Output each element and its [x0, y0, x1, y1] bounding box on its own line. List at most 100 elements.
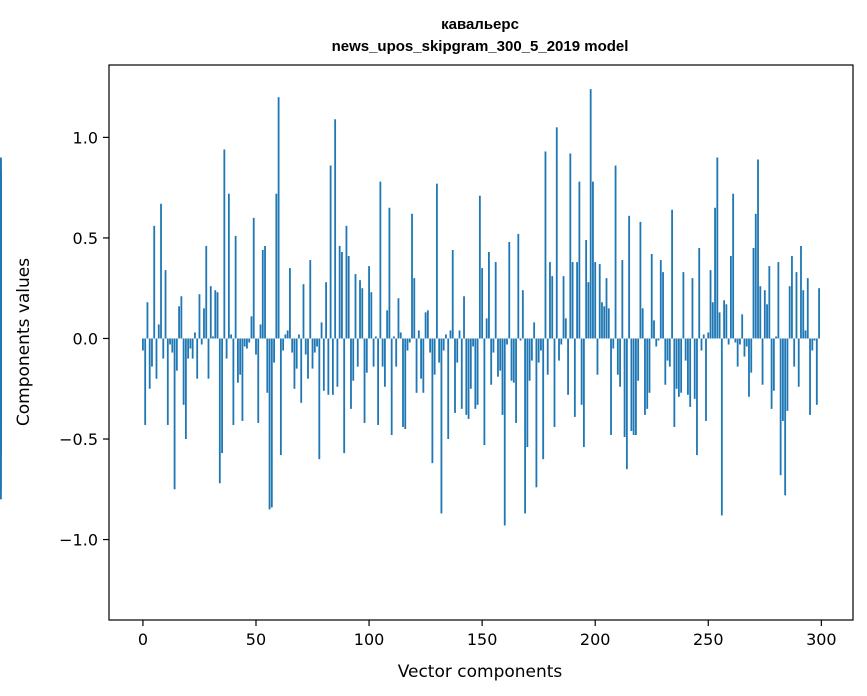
y-tick-label: 0.5	[73, 229, 98, 248]
bar-28	[205, 245, 208, 339]
bar-16	[178, 306, 181, 339]
bar-244	[693, 338, 696, 399]
bar-248	[702, 334, 705, 339]
bar-49	[252, 217, 255, 339]
y-tick-label: −0.5	[59, 430, 98, 449]
bar-17	[180, 296, 183, 339]
bar-71	[302, 284, 305, 339]
bar-175	[537, 338, 540, 363]
chart-title: кавальерс	[441, 16, 519, 33]
bar-67	[293, 338, 296, 389]
plot-frame	[108, 64, 854, 621]
bar-223	[646, 338, 649, 409]
bar-265	[741, 314, 744, 339]
bar-136	[449, 330, 452, 339]
bar-295	[809, 338, 811, 415]
bar-138	[454, 338, 456, 413]
y-tick-label: 0.0	[73, 329, 98, 348]
bar-97	[361, 288, 364, 339]
bar-141	[460, 338, 463, 409]
bar-125	[424, 312, 427, 339]
bar-278	[770, 338, 773, 409]
bar-179	[546, 338, 549, 375]
bar-177	[542, 338, 545, 460]
bar-253	[714, 207, 716, 339]
bar-172	[530, 338, 533, 361]
bar-270	[752, 247, 755, 339]
bar-217	[632, 338, 635, 435]
bar-298	[815, 338, 818, 405]
bar-171	[528, 338, 531, 381]
bar-183	[555, 127, 558, 339]
bar-116	[404, 338, 407, 429]
bar-52	[259, 324, 262, 339]
bar-45	[243, 338, 246, 347]
bar-250	[707, 332, 710, 339]
bar-95	[356, 338, 359, 367]
bar-163	[510, 338, 513, 381]
bar-2	[146, 302, 149, 339]
bar-80	[322, 338, 325, 391]
bar-35	[221, 338, 223, 454]
bar-159	[501, 338, 504, 415]
bar-42	[237, 338, 239, 383]
bar-43	[239, 338, 242, 375]
bar-229	[659, 260, 662, 339]
bar-57	[270, 338, 273, 508]
bar-190	[571, 262, 574, 339]
bar-39	[230, 334, 233, 339]
bar-70	[300, 338, 303, 403]
bar-161	[506, 338, 508, 345]
bar-291	[800, 245, 802, 339]
bar-29	[207, 338, 210, 379]
bar-199	[592, 181, 594, 339]
bar-246	[698, 247, 701, 339]
bar-236	[675, 338, 678, 389]
bar-0	[142, 338, 144, 351]
bar-222	[644, 338, 646, 415]
bar-220	[639, 221, 642, 339]
bar-98	[363, 338, 366, 423]
bar-203	[601, 302, 603, 339]
bar-85	[334, 119, 337, 339]
bar-109	[388, 207, 391, 339]
bar-194	[580, 338, 583, 405]
bar-5	[153, 225, 156, 339]
bar-63	[284, 334, 287, 339]
x-tick-label: 50	[246, 630, 266, 649]
bar-152	[485, 318, 488, 339]
bar-64	[286, 330, 289, 339]
bar-189	[569, 153, 572, 339]
chart-subtitle: news_upos_skipgram_300_5_2019 model	[332, 38, 629, 55]
bar-271	[754, 213, 757, 339]
bar-36	[223, 149, 226, 339]
y-axis-label: Components values	[14, 258, 34, 426]
bar-24	[196, 338, 199, 379]
bar-277	[768, 266, 771, 339]
bar-93	[352, 338, 355, 381]
bar-242	[689, 338, 692, 407]
bar-213	[623, 338, 626, 438]
bar-58	[273, 338, 275, 363]
bar-238	[680, 338, 683, 393]
bar-290	[797, 338, 800, 387]
x-tick-label: 200	[580, 630, 611, 649]
bar-154	[490, 338, 493, 385]
bars-group	[0, 89, 820, 526]
bar-6	[155, 338, 158, 379]
bar-200	[594, 262, 597, 339]
bar-108	[386, 310, 389, 339]
bar-69	[298, 334, 300, 339]
bar-274	[761, 338, 764, 385]
bar-224	[648, 338, 651, 393]
bar-84	[331, 338, 334, 395]
bar-21	[189, 338, 192, 349]
y-tick-label: 1.0	[73, 128, 98, 147]
x-axis-label: Vector components	[398, 662, 563, 682]
bar-undefined	[0, 338, 2, 403]
bar-234	[671, 209, 673, 339]
bar-55	[266, 338, 269, 393]
bar-280	[775, 336, 778, 339]
bar-74	[309, 260, 312, 339]
bar-188	[567, 338, 569, 395]
